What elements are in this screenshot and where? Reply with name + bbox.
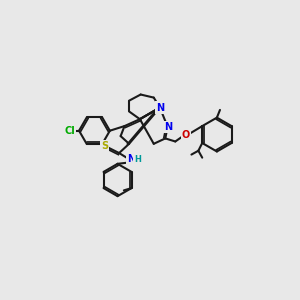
Text: H: H (134, 155, 141, 164)
Text: N: N (164, 122, 172, 132)
Text: O: O (182, 130, 190, 140)
Text: S: S (101, 141, 108, 151)
Text: N: N (128, 154, 136, 164)
Text: Cl: Cl (64, 126, 75, 136)
Text: N: N (157, 103, 165, 112)
